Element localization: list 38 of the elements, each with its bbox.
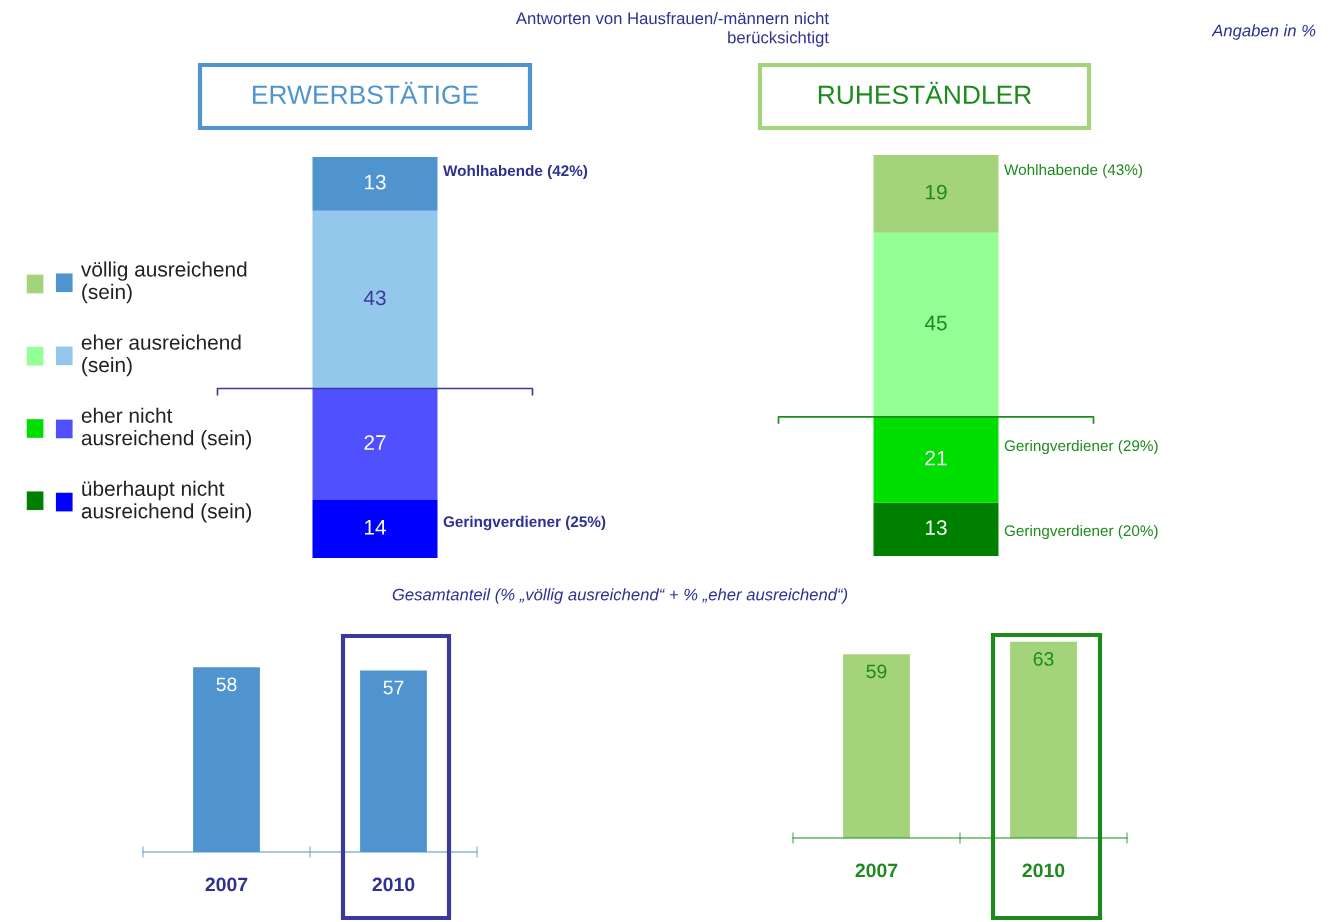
data-label: 57 [383, 680, 404, 695]
bar [312, 210, 438, 389]
x-tick-label: 2010 [1022, 863, 1065, 878]
x-tick-label: 2007 [205, 877, 248, 892]
text: Gesamtanteil (% „völlig ausreichend“ + % „eher ausreichend“) [392, 588, 848, 604]
bar [873, 416, 999, 503]
text: Geringverdiener (29%) [1004, 439, 1158, 455]
bar [312, 500, 438, 558]
data-label: 13 [365, 174, 386, 190]
bar [873, 232, 999, 417]
data-label: 21 [925, 450, 947, 466]
data-label: 14 [365, 520, 386, 535]
text: Wohlhabende (42%) [443, 164, 588, 180]
data-label: 63 [1033, 652, 1054, 666]
data-label: 58 [216, 677, 237, 692]
text: Geringverdiener (25%) [443, 515, 606, 531]
data-label: 27 [364, 435, 386, 450]
text: Wohlhabende (43%) [1004, 163, 1143, 179]
bar [873, 502, 999, 556]
text: Angaben in % [1211, 24, 1316, 40]
legend-label: eher nicht ausreichend (sein) [81, 407, 252, 450]
data-label: 19 [926, 184, 947, 200]
bar [312, 388, 438, 501]
data-label: 43 [363, 290, 386, 306]
chart-title: RUHESTÄNDLER [818, 81, 1032, 105]
legend-label: völlig ausreichend (sein) [80, 261, 247, 304]
x-tick-label: 2007 [855, 863, 898, 878]
bar [873, 155, 999, 233]
data-label: 45 [924, 315, 947, 331]
legend-label: eher ausreichend (sein) [81, 334, 241, 377]
chart-title: ERWERBSTÄTIGE [253, 81, 478, 105]
legend-label: überhaupt nicht ausreichend (sein) [81, 480, 252, 523]
data-label: 59 [866, 664, 887, 679]
text: Geringverdiener (20%) [1004, 524, 1158, 540]
text: Antworten von Hausfrauen/-männern nicht berücksichtigt [515, 12, 829, 47]
x-tick-label: 2010 [372, 877, 415, 892]
data-label: 13 [926, 520, 947, 535]
bar [312, 157, 438, 211]
